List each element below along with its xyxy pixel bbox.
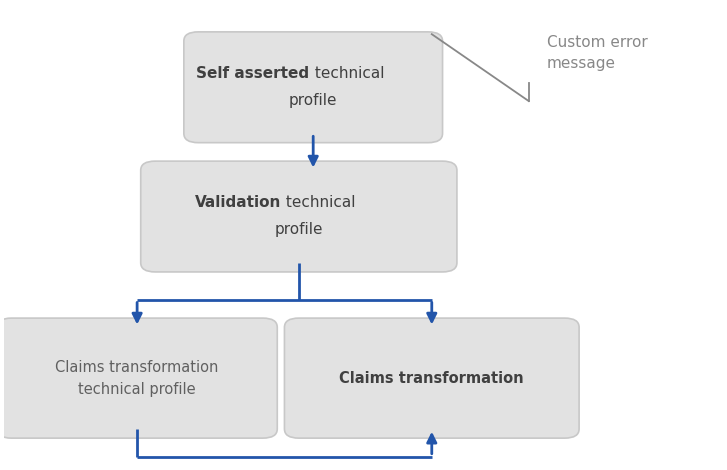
Text: Claims transformation: Claims transformation bbox=[340, 371, 524, 385]
Text: technical: technical bbox=[310, 66, 384, 81]
Text: Claims transformation
technical profile: Claims transformation technical profile bbox=[55, 360, 219, 397]
FancyBboxPatch shape bbox=[141, 161, 457, 272]
FancyBboxPatch shape bbox=[184, 32, 443, 143]
Text: Validation: Validation bbox=[195, 195, 281, 210]
FancyBboxPatch shape bbox=[0, 318, 277, 438]
FancyBboxPatch shape bbox=[284, 318, 579, 438]
Text: Self asserted: Self asserted bbox=[196, 66, 310, 81]
Text: technical: technical bbox=[281, 195, 356, 210]
Text: profile: profile bbox=[275, 222, 323, 237]
Text: profile: profile bbox=[289, 93, 337, 108]
Text: Custom error
message: Custom error message bbox=[547, 35, 648, 70]
